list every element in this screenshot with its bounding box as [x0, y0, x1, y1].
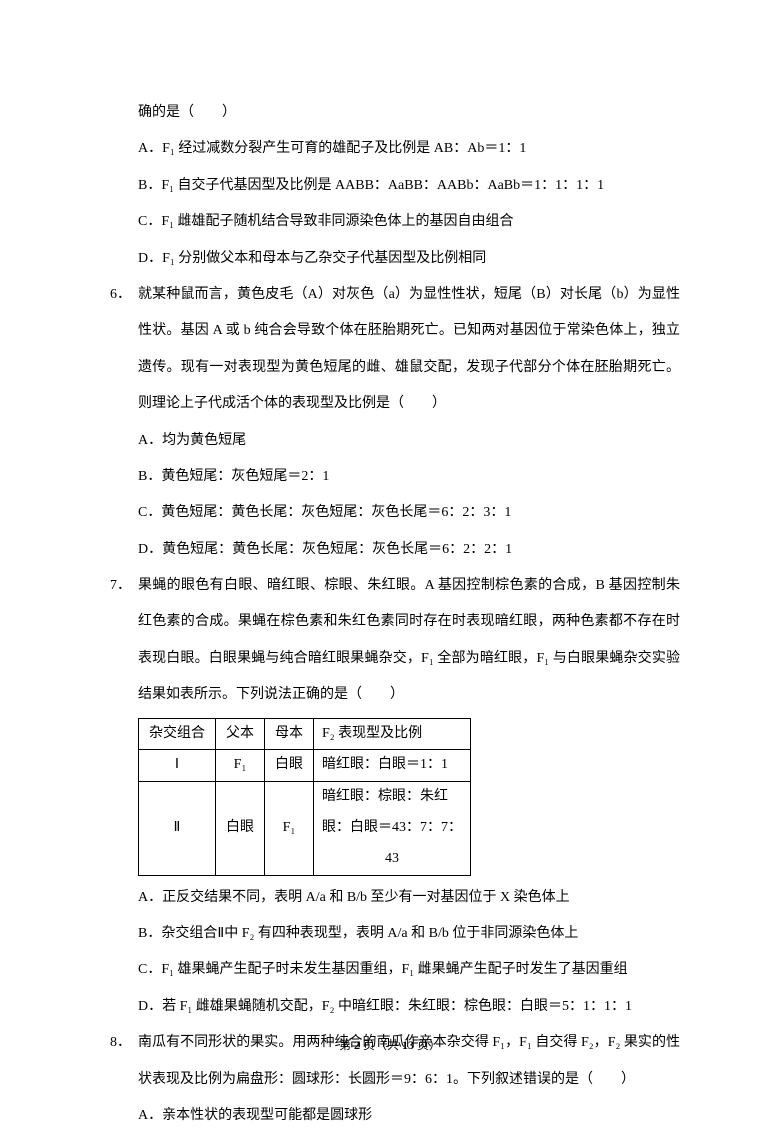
th-mother: 母本 — [265, 718, 314, 750]
page-footer: 第 2 页（共 13 页） — [0, 1030, 780, 1061]
r1-f2: 暗红眼：白眼＝1：1 — [314, 750, 471, 782]
q7-option-c: C．F₁ 雄果蝇产生配子时未发生基因重组，F₁ 雌果蝇产生配子时发生了基因重组 — [110, 952, 680, 988]
r2-f2-line1: 暗红眼：棕眼：朱红 — [322, 782, 462, 813]
table-header-row: 杂交组合 父本 母本 F₂ 表现型及比例 — [139, 718, 471, 750]
q7-table: 杂交组合 父本 母本 F₂ 表现型及比例 Ⅰ F₁ 白眼 暗红眼：白眼＝1：1 … — [138, 718, 471, 876]
q7: 7． 果蝇的眼色有白眼、暗红眼、棕眼、朱红眼。A 基因控制棕色素的合成，B 基因… — [110, 568, 680, 714]
cont-option-a: A．F₁ 经过减数分裂产生可育的雄配子及比例是 AB：Ab＝1：1 — [110, 131, 680, 167]
footer-post: 页） — [414, 1038, 441, 1052]
page-content: 确的是（ ） A．F₁ 经过减数分裂产生可育的雄配子及比例是 AB：Ab＝1：1… — [110, 0, 680, 1134]
footer-pre: 第 — [339, 1038, 354, 1052]
r2-f2-line3: 43 — [322, 844, 462, 875]
table-row-1: Ⅰ F₁ 白眼 暗红眼：白眼＝1：1 — [139, 750, 471, 782]
q6-number: 6． — [110, 277, 138, 423]
r2-f2: 暗红眼：棕眼：朱红 眼：白眼＝43：7：7： 43 — [314, 782, 471, 875]
cont-option-d: D．F₁ 分别做父本和母本与乙杂交子代基因型及比例相同 — [110, 241, 680, 277]
q6-option-a: A．均为黄色短尾 — [110, 423, 680, 459]
cont-option-b: B．F₁ 自交子代基因型及比例是 AABB：AaBB：AABb：AaBb＝1：1… — [110, 168, 680, 204]
table-row-2: Ⅱ 白眼 F₁ 暗红眼：棕眼：朱红 眼：白眼＝43：7：7： 43 — [139, 782, 471, 875]
r2-father: 白眼 — [216, 782, 265, 875]
q7-option-d: D．若 F₁ 雌雄果蝇随机交配，F₂ 中暗红眼：朱红眼：棕色眼：白眼＝5：1：1… — [110, 989, 680, 1025]
footer-mid: 页（共 — [360, 1038, 402, 1052]
th-combo: 杂交组合 — [139, 718, 216, 750]
q6-option-d: D．黄色短尾：黄色长尾：灰色短尾：灰色长尾＝6：2：2：1 — [110, 532, 680, 568]
q7-option-a: A．正反交结果不同，表明 A/a 和 B/b 至少有一对基因位于 X 染色体上 — [110, 880, 680, 916]
r1-combo: Ⅰ — [139, 750, 216, 782]
q6-option-c: C．黄色短尾：黄色长尾：灰色短尾：灰色长尾＝6：2：3：1 — [110, 495, 680, 531]
th-f2: F₂ 表现型及比例 — [314, 718, 471, 750]
q6-stem: 就某种鼠而言，黄色皮毛（A）对灰色（a）为显性性状，短尾（B）对长尾（b）为显性… — [138, 277, 680, 423]
q7-number: 7． — [110, 568, 138, 714]
r2-f2-line2: 眼：白眼＝43：7：7： — [322, 813, 462, 844]
cont-option-c: C．F₁ 雌雄配子随机结合导致非同源染色体上的基因自由组合 — [110, 204, 680, 240]
q7-option-b: B．杂交组合Ⅱ中 F₂ 有四种表现型，表明 A/a 和 B/b 位于非同源染色体… — [110, 916, 680, 952]
q8-option-a: A．亲本性状的表现型可能都是圆球形 — [110, 1098, 680, 1134]
r2-mother: F₁ — [265, 782, 314, 875]
r1-father: F₁ — [216, 750, 265, 782]
th-father: 父本 — [216, 718, 265, 750]
q6-option-b: B．黄色短尾：灰色短尾＝2：1 — [110, 459, 680, 495]
cont-trail: 确的是（ ） — [110, 95, 680, 131]
q6: 6． 就某种鼠而言，黄色皮毛（A）对灰色（a）为显性性状，短尾（B）对长尾（b）… — [110, 277, 680, 423]
r1-mother: 白眼 — [265, 750, 314, 782]
r2-combo: Ⅱ — [139, 782, 216, 875]
q7-stem: 果蝇的眼色有白眼、暗红眼、棕眼、朱红眼。A 基因控制棕色素的合成，B 基因控制朱… — [138, 568, 680, 714]
footer-total: 13 — [402, 1038, 414, 1052]
